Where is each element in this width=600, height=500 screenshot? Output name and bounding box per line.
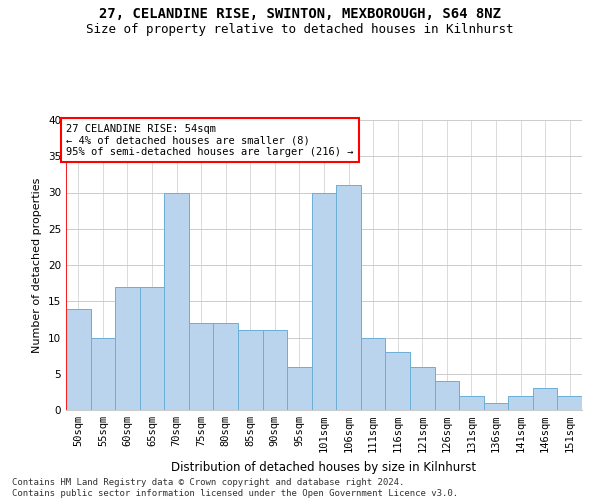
Bar xyxy=(214,323,238,410)
Bar xyxy=(263,330,287,410)
Bar xyxy=(336,185,361,410)
Bar xyxy=(115,287,140,410)
Bar xyxy=(238,330,263,410)
Bar xyxy=(164,192,189,410)
Bar xyxy=(508,396,533,410)
Y-axis label: Number of detached properties: Number of detached properties xyxy=(32,178,43,352)
Bar xyxy=(361,338,385,410)
Bar xyxy=(385,352,410,410)
Bar xyxy=(140,287,164,410)
Bar xyxy=(459,396,484,410)
Bar xyxy=(66,308,91,410)
Text: 27, CELANDINE RISE, SWINTON, MEXBOROUGH, S64 8NZ: 27, CELANDINE RISE, SWINTON, MEXBOROUGH,… xyxy=(99,8,501,22)
Bar xyxy=(410,366,434,410)
Bar xyxy=(434,381,459,410)
Bar xyxy=(312,192,336,410)
Text: Size of property relative to detached houses in Kilnhurst: Size of property relative to detached ho… xyxy=(86,22,514,36)
Bar xyxy=(287,366,312,410)
Bar xyxy=(533,388,557,410)
Bar xyxy=(484,403,508,410)
Text: Contains HM Land Registry data © Crown copyright and database right 2024.
Contai: Contains HM Land Registry data © Crown c… xyxy=(12,478,458,498)
X-axis label: Distribution of detached houses by size in Kilnhurst: Distribution of detached houses by size … xyxy=(172,460,476,473)
Bar xyxy=(91,338,115,410)
Text: 27 CELANDINE RISE: 54sqm
← 4% of detached houses are smaller (8)
95% of semi-det: 27 CELANDINE RISE: 54sqm ← 4% of detache… xyxy=(67,124,354,157)
Bar xyxy=(557,396,582,410)
Bar xyxy=(189,323,214,410)
